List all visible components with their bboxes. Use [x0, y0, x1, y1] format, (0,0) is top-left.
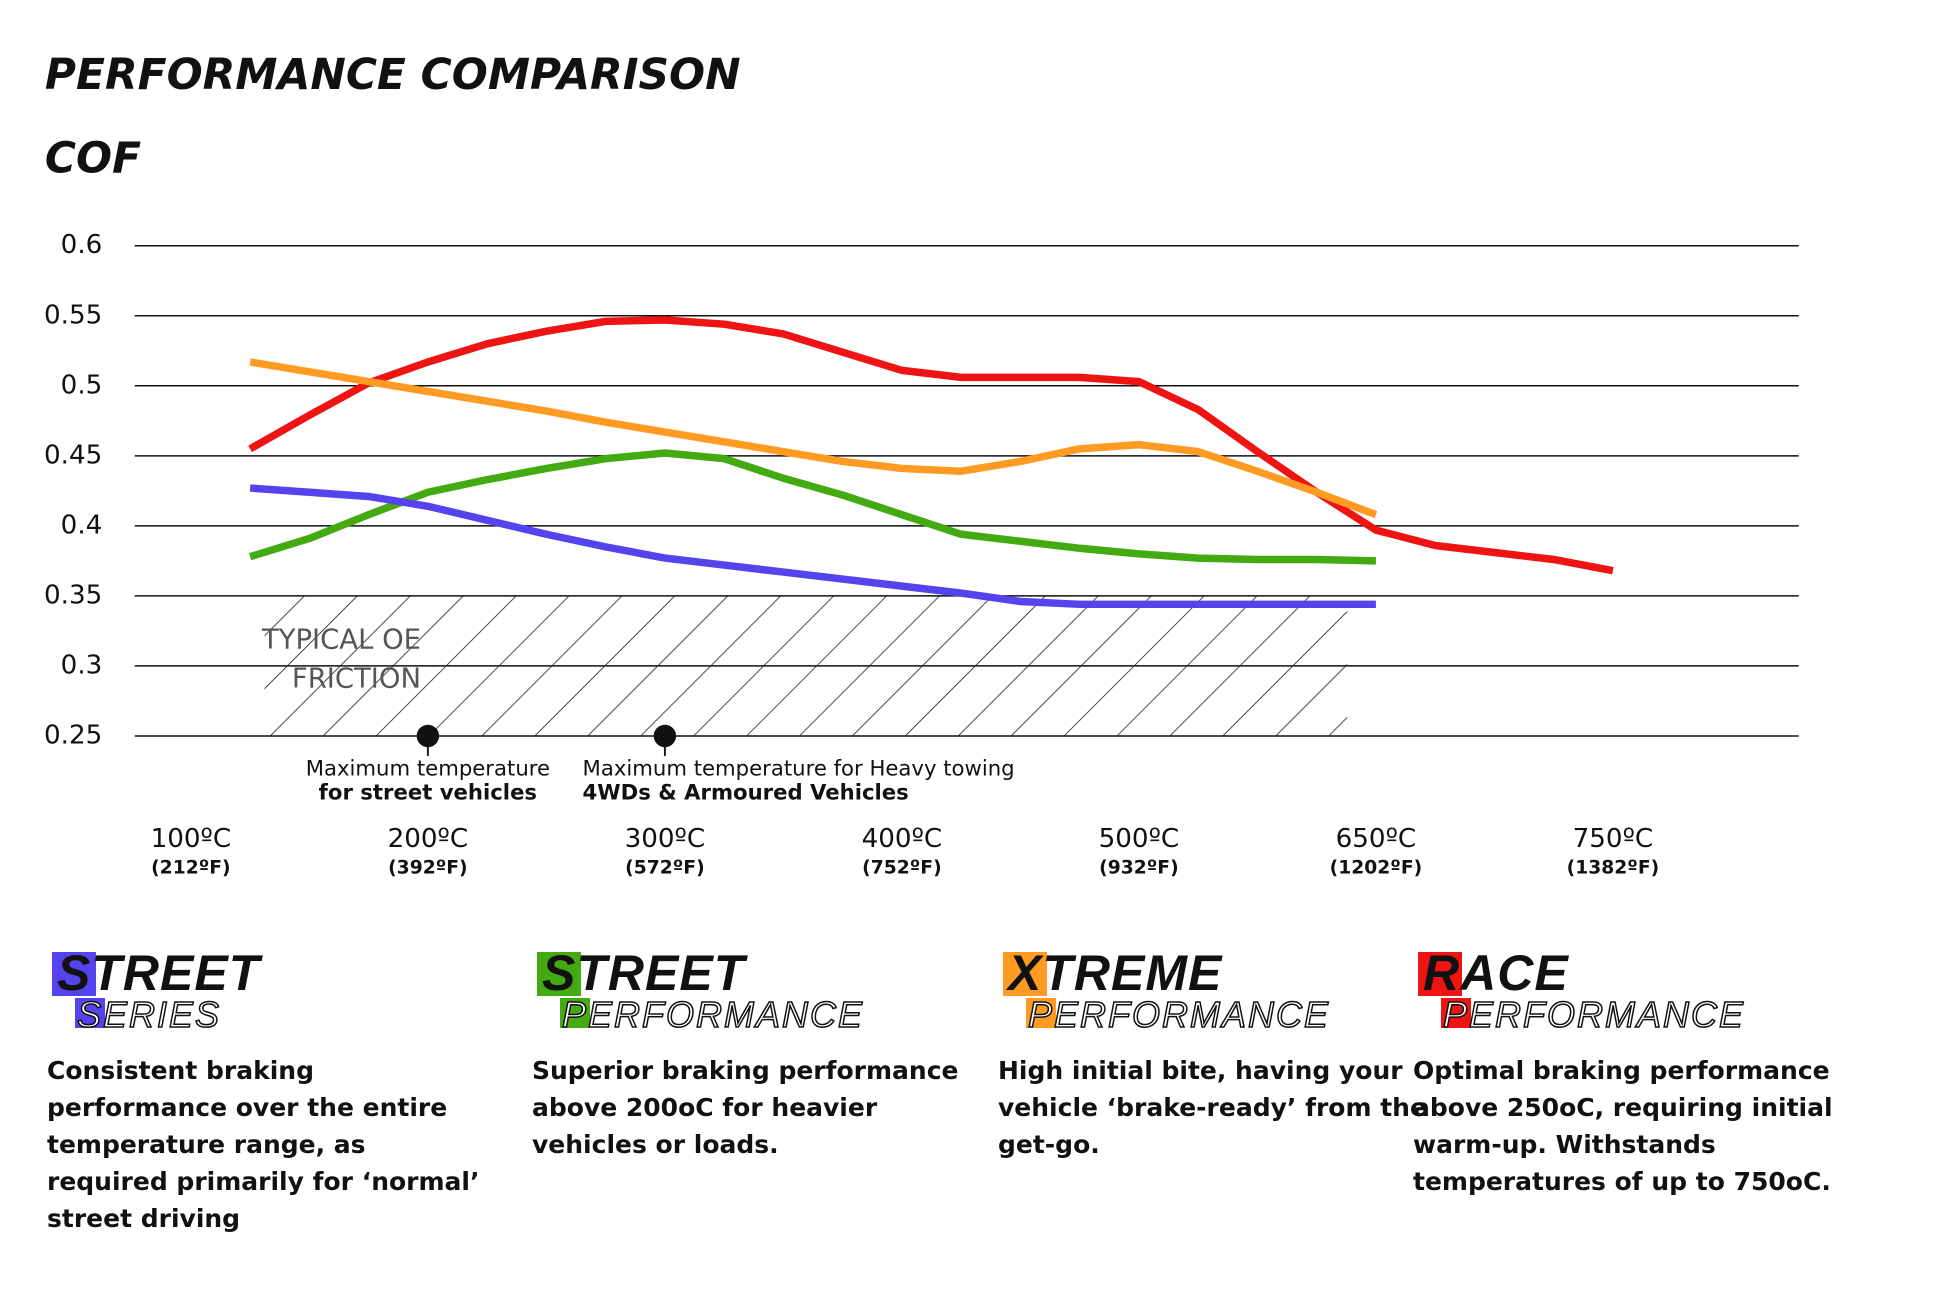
- x-tick-label: 300ºC: [625, 824, 706, 854]
- x-tick-label: 650ºC: [1336, 824, 1417, 854]
- product: STREET PERFORMANCE Superior braking perfor…: [532, 945, 972, 1163]
- x-tick-sublabel: (752ºF): [862, 858, 941, 879]
- logo-square: [1418, 952, 1462, 996]
- y-tick-label: 0.55: [44, 300, 102, 330]
- x-tick-sublabel: (1382ºF): [1567, 858, 1659, 879]
- product-logo: XTREME PERFORMANCE: [998, 945, 1438, 1048]
- product-name: STREET: [57, 945, 261, 1001]
- x-tick-label: 200ºC: [388, 824, 469, 854]
- y-tick-label: 0.3: [61, 650, 103, 680]
- x-tick-sublabel: (212ºF): [151, 858, 230, 879]
- band-label: TYPICAL OE: [261, 625, 421, 656]
- product-description: Superior braking performance above 200oC…: [532, 1056, 959, 1159]
- y-axis-label: COF: [45, 134, 141, 183]
- product-name: XTREME: [1008, 945, 1223, 1001]
- series-line: [249, 358, 1378, 519]
- chart: PERFORMANCE COMPARISON COF 0.25 0.3 0.35 0.…: [44, 51, 1799, 879]
- product-logo: RACE PERFORMANCE: [1413, 945, 1853, 1048]
- annotation-dot: [416, 724, 440, 748]
- product-subname: SERIES: [76, 993, 222, 1036]
- annotation-text: for street vehicles: [319, 779, 537, 804]
- x-tick-label: 400ºC: [862, 824, 943, 854]
- logo-square-small: [1026, 998, 1056, 1028]
- x-tick-sublabel: (572ºF): [625, 858, 704, 879]
- product-logo: STREET PERFORMANCE: [532, 945, 972, 1048]
- product-subname: PERFORMANCE: [561, 993, 865, 1036]
- y-tick-label: 0.45: [44, 440, 102, 470]
- product: STREET SERIES Consistent braking performan…: [47, 945, 487, 1237]
- chart-title: PERFORMANCE COMPARISON: [45, 51, 741, 100]
- product-subname: PERFORMANCE: [1442, 993, 1746, 1036]
- y-tick-label: 0.6: [61, 230, 103, 260]
- product-description: High initial bite, having your vehicle ‘…: [998, 1056, 1427, 1159]
- y-tick-label: 0.25: [44, 720, 102, 750]
- annotation-dot: [653, 724, 677, 748]
- logo-square-small: [560, 998, 590, 1028]
- series-line: [249, 449, 1376, 565]
- logo-square: [1003, 952, 1047, 996]
- x-tick-sublabel: (392ºF): [388, 858, 467, 879]
- product-description: Consistent braking performance over the …: [47, 1056, 480, 1233]
- band-label: FRICTION: [292, 663, 421, 694]
- series-line: [248, 316, 1614, 575]
- x-tick-label: 500ºC: [1099, 824, 1180, 854]
- logo-square: [52, 952, 96, 996]
- product-name: RACE: [1423, 945, 1569, 1001]
- x-tick-sublabel: (1202ºF): [1330, 858, 1422, 879]
- y-tick-label: 0.35: [44, 580, 102, 610]
- product-name: STREET: [542, 945, 746, 1001]
- logo-square-small: [75, 998, 105, 1028]
- product: RACE PERFORMANCE Optimal braking performan…: [1413, 945, 1853, 1200]
- x-tick-label: 750ºC: [1573, 824, 1654, 854]
- series-line: [249, 484, 1376, 609]
- product: XTREME PERFORMANCE High initial bite, havi…: [998, 945, 1438, 1163]
- x-tick-sublabel: (932ºF): [1099, 858, 1178, 879]
- annotation-text: Maximum temperature: [306, 756, 550, 781]
- y-tick-label: 0.4: [61, 510, 103, 540]
- logo-square: [537, 952, 581, 996]
- oe-friction-band: [264, 596, 1348, 736]
- product-logo: STREET SERIES: [47, 945, 487, 1048]
- x-tick-label: 100ºC: [151, 824, 232, 854]
- product-subname: PERFORMANCE: [1027, 993, 1331, 1036]
- annotation-text: 4WDs & Armoured Vehicles: [583, 779, 909, 804]
- logo-square-small: [1441, 998, 1471, 1028]
- y-tick-label: 0.5: [61, 370, 103, 400]
- product-description: Optimal braking performance above 250oC,…: [1413, 1056, 1833, 1196]
- annotation-text: Maximum temperature for Heavy towing: [583, 756, 1015, 781]
